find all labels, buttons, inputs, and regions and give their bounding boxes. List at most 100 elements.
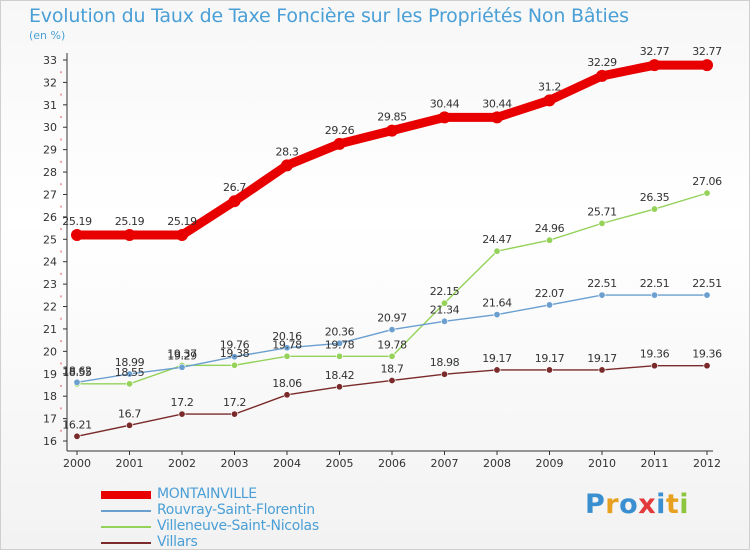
data-label: 22.51: [640, 277, 670, 290]
data-point: [440, 299, 448, 307]
y-tick-label: 32: [43, 76, 57, 89]
data-label: 31.2: [538, 80, 561, 93]
data-point: [283, 352, 291, 360]
legend-swatch: [101, 542, 151, 544]
data-point: [73, 432, 81, 440]
data-label: 26.35: [640, 191, 670, 204]
x-tick-label: 2010: [588, 457, 616, 470]
x-tick-label: 2000: [63, 457, 91, 470]
data-label: 19.17: [587, 352, 617, 365]
data-point: [388, 352, 396, 360]
data-label: 19.38: [220, 347, 250, 360]
data-label: 19.78: [272, 338, 302, 351]
data-point: [440, 370, 448, 378]
data-label: 18.99: [115, 356, 145, 369]
x-tick-label: 2005: [326, 457, 354, 470]
y-tick-label: 25: [43, 233, 57, 246]
data-label: 19.36: [640, 348, 670, 361]
x-tick-label: 2002: [168, 457, 196, 470]
data-point: [126, 380, 134, 388]
legend-label: MONTAINVILLE: [157, 486, 257, 502]
y-tick-label: 19: [43, 368, 57, 381]
data-point: [650, 291, 658, 299]
x-tick-label: 2012: [693, 457, 721, 470]
data-point: [231, 410, 239, 418]
data-label: 22.51: [587, 277, 617, 290]
data-point: [178, 410, 186, 418]
data-label: 19.37: [167, 347, 197, 360]
data-label: 18.98: [430, 356, 460, 369]
y-tick-label: 17: [43, 413, 57, 426]
data-label: 30.44: [482, 97, 512, 110]
data-label: 22.51: [692, 277, 722, 290]
y-tick-label: 20: [43, 345, 57, 358]
data-label: 18.06: [272, 377, 302, 390]
data-label: 27.06: [692, 175, 722, 188]
data-point: [491, 111, 503, 124]
x-tick-label: 2007: [431, 457, 459, 470]
data-label: 18.42: [325, 369, 355, 382]
data-point: [335, 352, 343, 360]
y-tick-label: 27: [43, 188, 57, 201]
data-point: [386, 124, 398, 137]
data-label: 19.78: [325, 338, 355, 351]
legend-label: Rouvray-Saint-Florentin: [157, 502, 315, 518]
chart-title: Evolution du Taux de Taxe Foncière sur l…: [29, 5, 629, 27]
proxiti-logo: Proxiti: [585, 489, 690, 520]
y-tick-label: 24: [43, 256, 57, 269]
x-tick-label: 2011: [641, 457, 669, 470]
data-point: [545, 366, 553, 374]
data-label: 16.7: [118, 407, 141, 420]
data-label: 32.77: [692, 45, 722, 58]
data-label: 24.47: [482, 233, 512, 246]
x-tick-label: 2003: [221, 457, 249, 470]
data-point: [333, 137, 346, 150]
data-point: [126, 370, 134, 378]
data-point: [228, 195, 241, 208]
data-point: [703, 362, 711, 370]
y-tick-label: 33: [43, 54, 57, 67]
data-point: [176, 229, 188, 242]
data-point: [281, 159, 293, 172]
data-label: 29.26: [325, 124, 355, 137]
data-label: 17.2: [171, 396, 194, 409]
data-label: 24.96: [535, 222, 565, 235]
data-point: [388, 326, 396, 334]
data-point: [123, 229, 136, 242]
legend-swatch: [101, 526, 151, 528]
legend-swatch: [101, 510, 151, 512]
data-point: [335, 339, 343, 347]
data-label: 20.97: [377, 312, 407, 325]
data-point: [178, 363, 186, 371]
data-label: 25.71: [587, 205, 617, 218]
data-label: 21.64: [482, 297, 512, 310]
y-tick-label: 18: [43, 390, 57, 403]
x-tick-label: 2001: [116, 457, 144, 470]
data-point: [648, 59, 661, 72]
data-point: [493, 311, 501, 319]
data-label: 25.19: [62, 215, 92, 228]
y-tick-label: 29: [43, 144, 57, 157]
data-point: [703, 291, 711, 299]
x-tick-label: 2008: [483, 457, 511, 470]
data-label: 19.29: [167, 349, 197, 362]
data-label: 25.19: [167, 215, 197, 228]
data-label: 25.19: [115, 215, 145, 228]
data-point: [703, 189, 711, 197]
data-label: 28.3: [276, 145, 299, 158]
data-point: [545, 236, 553, 244]
data-label: 32.77: [640, 45, 670, 58]
legend-swatch: [101, 491, 151, 499]
data-label: 22.07: [535, 287, 565, 300]
data-label: 20.16: [272, 330, 302, 343]
data-point: [493, 247, 501, 255]
data-point: [283, 344, 291, 352]
data-point: [335, 383, 343, 391]
data-label: 18.7: [381, 362, 404, 375]
data-point: [388, 376, 396, 384]
data-point: [438, 111, 451, 124]
x-tick-label: 2004: [273, 457, 301, 470]
data-point: [440, 317, 448, 325]
y-tick-label: 30: [43, 121, 57, 134]
